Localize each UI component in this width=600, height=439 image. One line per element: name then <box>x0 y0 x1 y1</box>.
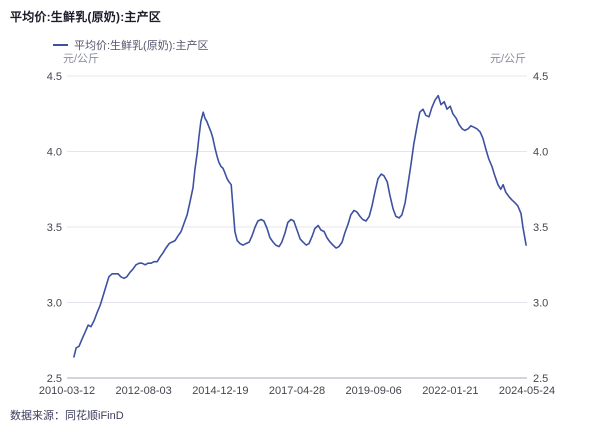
data-source: 数据来源：同花顺iFinD <box>10 410 124 422</box>
y-tick-label-left: 4.0 <box>47 147 62 159</box>
legend: 平均价:生鲜乳(原奶):主产区 <box>53 37 208 53</box>
y-tick-label-right: 4.0 <box>533 147 548 159</box>
x-tick-label: 2019-09-06 <box>346 385 402 397</box>
y-tick-label-left: 3.5 <box>47 222 62 234</box>
y-tick-label-left: 3.0 <box>47 298 62 310</box>
y-tick-label-left: 4.5 <box>47 71 62 83</box>
y-tick-label-right: 3.5 <box>533 222 548 234</box>
x-tick-label: 2014-12-19 <box>192 385 248 397</box>
y-axis-unit-right: 元/公斤 <box>490 53 527 65</box>
x-tick-label: 2022-01-21 <box>422 385 478 397</box>
legend-item[interactable]: 平均价:生鲜乳(原奶):主产区 <box>53 37 208 53</box>
x-tick-label: 2010-03-12 <box>39 385 95 397</box>
series-line <box>73 94 527 358</box>
y-tick-label-right: 3.0 <box>533 298 548 310</box>
x-tick-label: 2024-05-24 <box>499 385 555 397</box>
y-tick-label-right: 4.5 <box>533 71 548 83</box>
y-axis-unit-left: 元/公斤 <box>63 53 100 65</box>
legend-label: 平均价:生鲜乳(原奶):主产区 <box>74 40 209 52</box>
legend-line-marker <box>53 43 68 47</box>
x-tick-label: 2012-08-03 <box>116 385 172 397</box>
x-tick-label: 2017-04-28 <box>269 385 325 397</box>
y-tick-label-right: 2.5 <box>533 373 548 385</box>
y-tick-label-left: 2.5 <box>47 373 62 385</box>
chart-title: 平均价:生鲜乳(原奶):主产区 <box>10 10 161 24</box>
